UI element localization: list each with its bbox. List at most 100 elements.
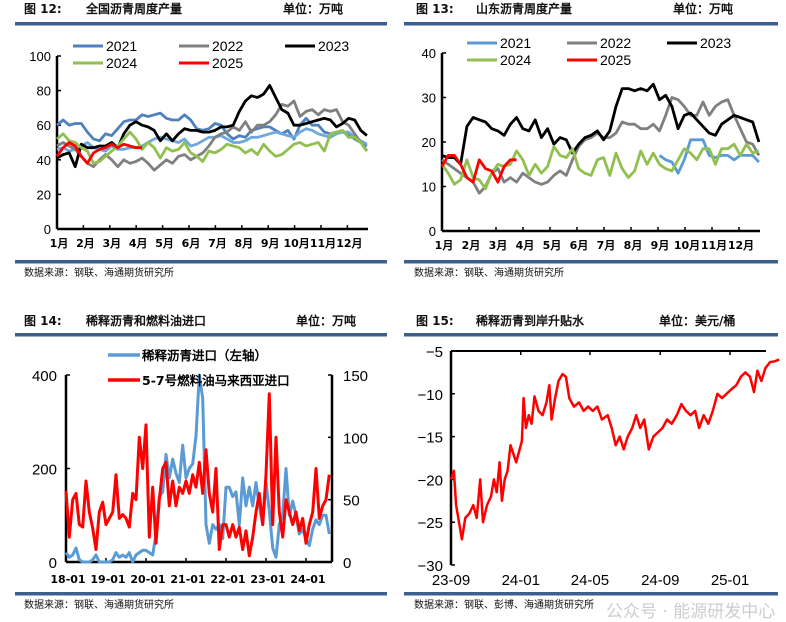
- x-tick-label: 24-09: [641, 572, 679, 589]
- x-tick-label: 20-01: [130, 573, 165, 586]
- x-tick-label: 5月: [155, 237, 174, 250]
- x-tick-label: 7月: [208, 237, 227, 250]
- x-tick-label: 12月: [728, 239, 754, 252]
- figure-number: 图 12:: [24, 2, 62, 16]
- legend-label: 2022: [600, 35, 631, 51]
- x-tick-label: 18-01: [50, 573, 85, 586]
- y-tick-label: 80: [37, 84, 51, 99]
- footer-divider: [404, 592, 778, 596]
- y-tick-label: −30: [418, 558, 443, 575]
- chart-unit: 单位：万吨: [296, 313, 356, 328]
- series-line-2023: [56, 84, 368, 169]
- x-tick-label: 23-09: [432, 572, 470, 589]
- y-tick-label: 0: [44, 222, 51, 237]
- y-tick-label: −5: [426, 344, 443, 361]
- legend-label: 稀释沥青进口（左轴）: [142, 348, 267, 363]
- y-tick-label: −10: [418, 387, 443, 404]
- series-line-2025: [55, 141, 143, 165]
- header-divider: [404, 22, 778, 26]
- legend-label: 2021: [106, 38, 137, 54]
- legend-label: 2025: [600, 52, 631, 68]
- legend-label: 2023: [700, 35, 731, 51]
- legend-label: 2024: [106, 55, 137, 71]
- source-note: 数据来源：钢联、彭博、海通期货研究所: [414, 598, 594, 611]
- series-line-2021: [56, 111, 368, 148]
- x-tick-label: 25-01: [711, 572, 749, 589]
- y-tick-label: 20: [422, 135, 436, 150]
- x-tick-label: 11月: [310, 237, 336, 250]
- legend-label: 2021: [500, 35, 531, 51]
- chart-title: 稀释沥青到岸升贴水: [476, 313, 585, 328]
- left-y-tick-label: 0: [49, 555, 57, 572]
- y-tick-label: 60: [37, 118, 51, 133]
- series-line-unlabeled: [56, 127, 368, 153]
- y-tick-label: 30: [422, 91, 436, 106]
- source-note: 数据来源：钢联、海通期货研究所: [24, 598, 174, 611]
- y-tick-label: 10: [422, 180, 436, 195]
- chart-national-weekly-output: 0 20 40 60 80 100 1月 2月 3月 4月 5月 6月 7月 8月 9月 10月 11月 12月 2…: [29, 38, 369, 250]
- right-y-tick-label: 100: [343, 430, 368, 447]
- x-tick-label: 24-05: [571, 572, 609, 589]
- chart-shandong-weekly-output: 0 10 20 30 40 1月 2月 3月 4月 5月 6月 7月 8月 9月 10月 11月 12月 2021…: [422, 35, 761, 252]
- y-tick-label: 20: [37, 187, 51, 202]
- x-tick-label: 10月: [283, 237, 309, 250]
- series-line-right: [64, 392, 331, 558]
- x-tick-label: 3月: [102, 237, 121, 250]
- figure-number: 图 14:: [24, 314, 62, 328]
- source-note: 数据来源：钢联、海通期货研究所: [414, 266, 564, 279]
- x-tick-label: 2月: [76, 237, 95, 250]
- x-tick-label: 12月: [336, 237, 362, 250]
- x-tick-label: 7月: [597, 239, 616, 252]
- x-tick-label: 24-01: [290, 573, 325, 586]
- right-y-tick-label: 0: [343, 555, 351, 572]
- header-divider: [15, 333, 387, 337]
- x-tick-label: 9月: [261, 237, 280, 250]
- footer-divider: [15, 592, 387, 596]
- x-tick-label: 23-01: [250, 573, 285, 586]
- y-tick-label: 100: [29, 49, 51, 64]
- series-line-2024: [440, 142, 760, 191]
- left-y-tick-label: 400: [32, 368, 57, 385]
- watermark: 公众号 · 能源研发中心: [606, 602, 775, 622]
- header-divider: [404, 333, 778, 337]
- x-tick-label: 3月: [489, 239, 508, 252]
- y-tick-label: 0: [429, 224, 436, 239]
- x-tick-label: 8月: [234, 237, 253, 250]
- x-tick-label: 5月: [543, 239, 562, 252]
- series-line: [449, 358, 780, 541]
- x-tick-label: 6月: [570, 239, 589, 252]
- x-tick-label: 6月: [182, 237, 201, 250]
- chart-title: 山东沥青周度产量: [476, 1, 572, 16]
- y-tick-label: −15: [418, 430, 443, 447]
- x-tick-label: 1月: [50, 237, 69, 250]
- legend-label: 2022: [212, 38, 243, 54]
- y-tick-label: 40: [422, 46, 436, 61]
- chart-title: 全国沥青周度产量: [85, 1, 182, 16]
- y-tick-label: −25: [418, 515, 443, 532]
- x-tick-label: 4月: [516, 239, 535, 252]
- y-tick-label: 40: [37, 153, 51, 168]
- x-tick-label: 2月: [462, 239, 481, 252]
- legend-label: 2024: [500, 52, 531, 68]
- y-tick-label: −20: [418, 472, 443, 489]
- source-note: 数据来源：钢联、海通期货研究所: [24, 266, 174, 279]
- chart-imports: 0 200 400 0 50 100 150 18-01 19-01 20-01 21-01 22-0…: [32, 348, 368, 586]
- series-line-2025: [440, 153, 517, 184]
- legend-label: 2023: [318, 38, 349, 54]
- x-tick-label: 9月: [651, 239, 670, 252]
- header-divider: [15, 22, 387, 26]
- footer-divider: [15, 260, 387, 264]
- series-line-2022: [56, 99, 369, 172]
- series-line-2023: [441, 82, 761, 166]
- chart-unit: 单位：万吨: [283, 1, 343, 16]
- series-line-2024: [56, 128, 369, 165]
- figure-number: 图 15:: [416, 314, 454, 328]
- chart-premium-discount: −30 −25 −20 −15 −10 −5 23-09 24-01 24-05 24-09 25-…: [418, 344, 780, 589]
- x-tick-label: 1月: [435, 239, 454, 252]
- series-line-2021: [658, 138, 760, 175]
- legend-label: 5-7号燃料油马来西亚进口: [142, 373, 290, 388]
- chart-unit: 单位：万吨: [673, 1, 733, 16]
- series-line-left: [64, 373, 331, 564]
- x-tick-label: 10月: [674, 239, 700, 252]
